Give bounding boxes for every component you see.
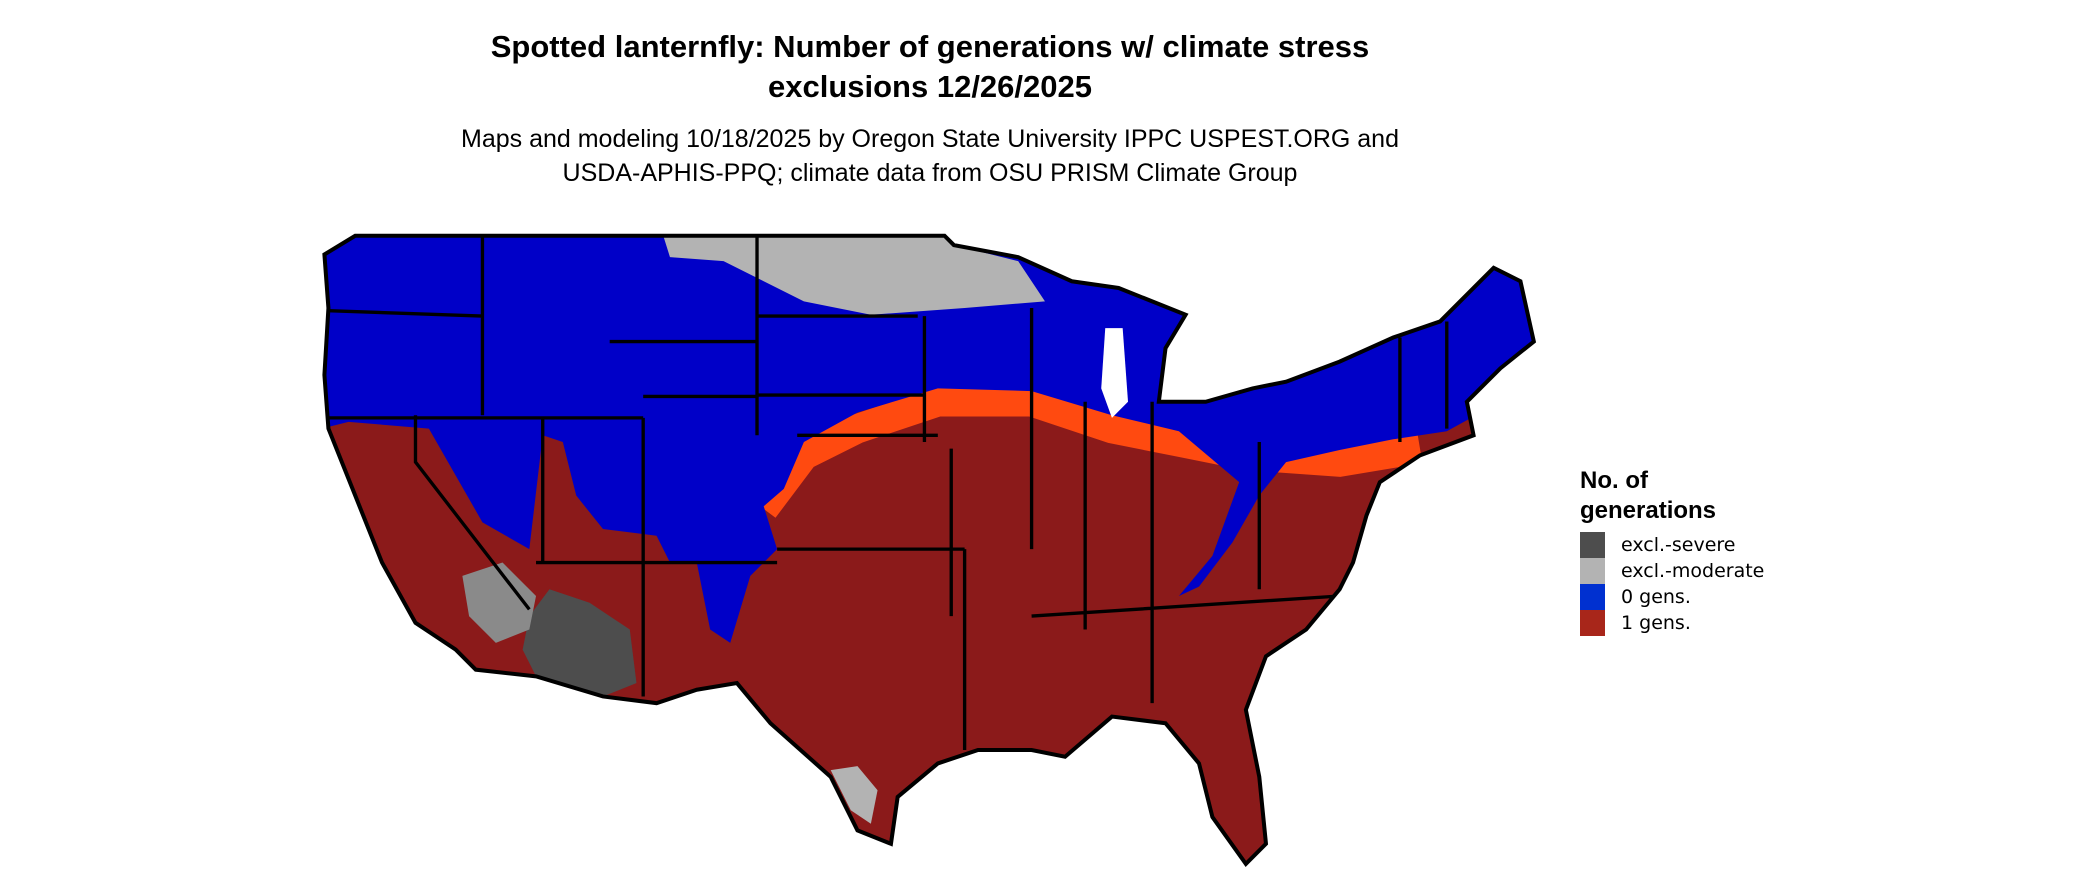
legend-title-line1: No. of (1580, 467, 1648, 494)
excl-moderate-southwest (462, 562, 537, 643)
map-title-line2: exclusions 12/26/2025 (767, 69, 1092, 104)
legend-item-1-gens: 1 gens. (1580, 610, 1764, 636)
map-subtitle-line2: USDA-APHIS-PPQ; climate data from OSU PR… (562, 159, 1298, 187)
legend-item-excl-moderate: excl.-moderate (1580, 558, 1764, 584)
legend-swatch (1580, 610, 1605, 636)
legend-swatch (1580, 558, 1605, 584)
excl-moderate-texas (830, 766, 878, 824)
legend-item-excl-severe: excl.-severe (1580, 532, 1764, 558)
legend-label: excl.-severe (1621, 534, 1736, 556)
map-title-line1: Spotted lanternfly: Number of generation… (490, 29, 1370, 64)
excl-severe-southwest (522, 589, 637, 697)
state-borders (328, 235, 1449, 751)
legend: No. of generations excl.-severe excl.-mo… (1580, 466, 1764, 636)
legend-title-line2: generations (1580, 497, 1717, 524)
legend-swatch (1580, 584, 1605, 610)
legend-label: 1 gens. (1621, 612, 1691, 634)
legend-label: 0 gens. (1621, 586, 1691, 608)
map-subtitle-line1: Maps and modeling 10/18/2025 by Oregon S… (461, 125, 1399, 153)
legend-item-0-gens: 0 gens. (1580, 584, 1764, 610)
lake-michigan (1101, 328, 1129, 418)
legend-swatch (1580, 532, 1605, 558)
legend-label: excl.-moderate (1621, 560, 1765, 582)
legend-title: No. of generations (1580, 466, 1764, 526)
